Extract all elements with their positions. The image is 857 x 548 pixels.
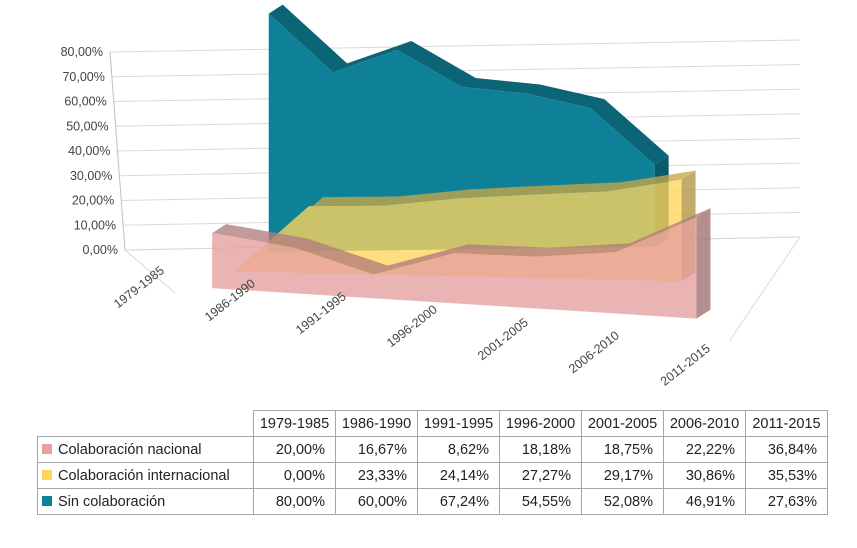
x-tick-label: 1991-1995 (293, 289, 349, 337)
table-cell: 0,00% (253, 462, 336, 489)
y-tick-label: 10,00% (74, 218, 116, 232)
table-cell: 67,24% (417, 488, 500, 515)
x-tick-label: 2001-2005 (475, 315, 531, 363)
series-top-surface (268, 4, 669, 165)
table-cell: 27,27% (499, 462, 582, 489)
y-tick-label: 70,00% (62, 70, 104, 84)
table-row: Colaboración internacional 0,00% 23,33% 24,… (37, 462, 828, 489)
legend-label: Colaboración internacional (58, 467, 230, 484)
series-areas (212, 4, 711, 319)
floor-right-edge (729, 236, 801, 341)
table-body: Colaboración nacional 20,00% 16,67% 8,62% 18… (37, 436, 828, 515)
table-corner (37, 410, 254, 437)
table-cell: 46,91% (663, 488, 746, 515)
y-tick-label: 30,00% (70, 169, 112, 183)
x-tick-label: 2011-2015 (658, 341, 713, 388)
table-cell: 22,22% (663, 436, 746, 463)
legend-entry: Sin colaboración (37, 488, 254, 515)
y-tick-label: 0,00% (83, 243, 118, 257)
series-front-face (212, 217, 697, 319)
table-cell: 52,08% (581, 488, 664, 515)
table-cell: 24,14% (417, 462, 500, 489)
table-cell: 18,75% (581, 436, 664, 463)
floor-left-edge (124, 249, 176, 294)
table-cell: 30,86% (663, 462, 746, 489)
series-side-face (696, 208, 711, 319)
table-row: Sin colaboración 80,00% 60,00% 67,24% 54,55%… (37, 488, 828, 515)
y-tick-label: 80,00% (61, 45, 103, 59)
table-cell: 36,84% (745, 436, 828, 463)
table-column-header: 1986-1990 (335, 410, 418, 437)
legend-entry: Colaboración internacional (37, 462, 254, 489)
table-cell: 16,67% (335, 436, 418, 463)
table-cell: 35,53% (745, 462, 828, 489)
table-cell: 54,55% (499, 488, 582, 515)
x-tick-label: 2006-2010 (566, 328, 622, 376)
table-column-header: 1996-2000 (499, 410, 582, 437)
y-axis-line (109, 51, 126, 251)
table-cell: 29,17% (581, 462, 664, 489)
legend-label: Sin colaboración (58, 493, 166, 510)
y-tick-label: 60,00% (64, 95, 106, 109)
y-tick-label: 40,00% (68, 144, 110, 158)
table-cell: 8,62% (417, 436, 500, 463)
x-tick-label: 1996-2000 (384, 302, 440, 350)
table-cell: 80,00% (253, 488, 336, 515)
series-top-surface (234, 170, 696, 272)
x-tick-label: 1979-1985 (111, 263, 167, 311)
legend-label: Colaboración nacional (58, 441, 202, 458)
legend-entry: Colaboración nacional (37, 436, 254, 463)
table-column-header: 1991-1995 (417, 410, 500, 437)
table-row: Colaboración nacional 20,00% 16,67% 8,62% 18… (37, 436, 828, 463)
table-cell: 23,33% (335, 462, 418, 489)
legend-swatch (42, 495, 52, 506)
chart-3d-area: 0,00% 10,00% 20,00% 30,00% 40,00% 50,00% 60,00… (61, 4, 801, 389)
data-table: 1979-1985 1986-1990 1991-1995 1996-2000 2001… (37, 410, 828, 515)
table-cell: 18,18% (499, 436, 582, 463)
y-tick-label: 50,00% (66, 119, 108, 133)
gridline (109, 39, 801, 53)
table-column-header: 2001-2005 (581, 410, 664, 437)
table-cell: 20,00% (253, 436, 336, 463)
table-column-header: 1979-1985 (253, 410, 336, 437)
table-column-header: 2006-2010 (663, 410, 746, 437)
series-nacional (212, 208, 711, 319)
legend-swatch (42, 443, 52, 454)
table-column-header: 2011-2015 (745, 410, 828, 437)
y-axis-ticks: 0,00% 10,00% 20,00% 30,00% 40,00% 50,00% 60,00… (61, 45, 118, 257)
series-top-surface (212, 208, 711, 275)
y-tick-label: 20,00% (72, 194, 114, 208)
legend-swatch (42, 469, 52, 480)
table-cell: 27,63% (745, 488, 828, 515)
table-cell: 60,00% (335, 488, 418, 515)
table-header-row: 1979-1985 1986-1990 1991-1995 1996-2000 2001… (37, 410, 828, 437)
